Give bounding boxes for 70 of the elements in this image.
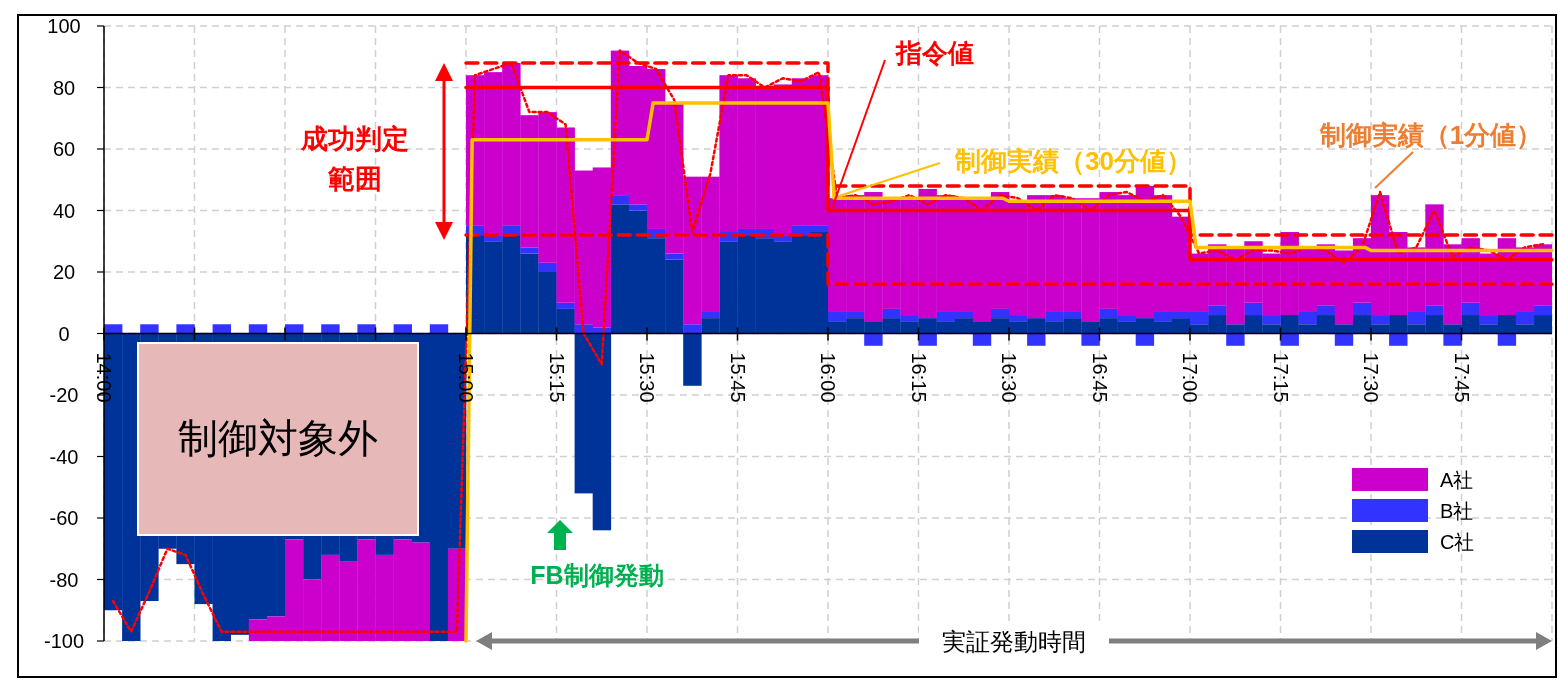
bar (972, 333, 992, 346)
bar (1244, 302, 1263, 316)
bar (1081, 333, 1100, 346)
bar (683, 324, 702, 334)
y-tick-label: -80 (49, 568, 79, 591)
x-tick-label: 17:00 (1179, 352, 1201, 403)
bar (1371, 315, 1390, 325)
y-tick-label: 100 (47, 15, 81, 37)
x-tick-label: 16:00 (817, 352, 839, 403)
bar (176, 324, 195, 334)
bar (1443, 333, 1462, 346)
bar (628, 204, 648, 211)
series-label: 制御実績（30分値） (954, 146, 1192, 176)
x-tick-label: 16:30 (998, 352, 1020, 403)
annotation: 制御対象外 (178, 416, 378, 460)
bar (701, 311, 720, 319)
x-tick-label: 15:15 (545, 352, 568, 403)
y-tick-label: 40 (52, 199, 76, 222)
bar (665, 253, 684, 260)
bar (1262, 315, 1281, 325)
legend-label: C社 (1440, 531, 1475, 553)
bar (556, 302, 575, 309)
x-tick-label: 15:30 (636, 352, 658, 403)
bar (864, 333, 883, 346)
x-tick-label: 14:00 (93, 352, 115, 403)
y-tick-label: 60 (52, 138, 76, 160)
bar (357, 324, 376, 334)
bar (1334, 333, 1354, 346)
bar (248, 324, 268, 334)
legend-label: B社 (1440, 500, 1474, 522)
y-tick-label: -100 (43, 630, 85, 652)
annotation: 制御対象外 (137, 342, 419, 536)
bar (683, 333, 702, 386)
y-tick-label: 20 (52, 261, 76, 283)
bar (1389, 333, 1408, 346)
x-tick-label: 16:45 (1088, 352, 1111, 403)
bar (393, 324, 412, 334)
y-tick-label: 80 (52, 76, 76, 99)
x-tick-label: 17:30 (1360, 352, 1382, 403)
bar (1461, 302, 1480, 316)
y-tick-label: -60 (49, 507, 79, 529)
annotation: 実証発動時間 (942, 628, 1086, 655)
bar (429, 324, 449, 334)
legend-label: A社 (1440, 469, 1474, 491)
bar (1497, 333, 1517, 346)
bar (520, 247, 539, 254)
annotation: 制御実績（1分値） (1319, 120, 1543, 151)
bar (1135, 333, 1155, 346)
y-tick-label: -20 (49, 384, 79, 406)
bar (104, 324, 123, 334)
x-tick-label: 15:45 (726, 352, 749, 403)
x-tick-label: 17:45 (1450, 352, 1473, 403)
bar (538, 262, 557, 272)
bar (212, 324, 231, 334)
bar (1027, 333, 1046, 346)
x-tick-label: 17:15 (1269, 352, 1292, 403)
annotation: FB制御発動 (530, 561, 664, 589)
bar (1352, 302, 1372, 316)
annotation: 成功判定範囲 (301, 124, 409, 194)
y-tick-label: 0 (58, 322, 70, 345)
bar (140, 324, 159, 334)
bar (1479, 315, 1498, 325)
x-tick-label: 16:15 (907, 352, 930, 403)
bar (918, 333, 937, 346)
y-tick-label: -40 (49, 445, 79, 468)
bar (285, 324, 304, 334)
bar (321, 324, 340, 334)
bar (1280, 333, 1299, 346)
bar (1226, 333, 1245, 346)
x-tick-label: 15:00 (455, 352, 477, 403)
